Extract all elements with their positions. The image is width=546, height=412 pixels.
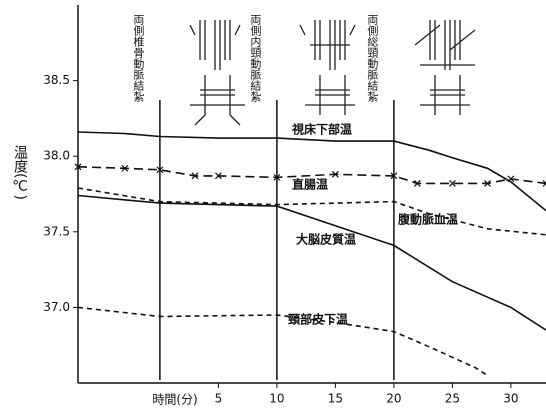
series-line: [78, 196, 546, 331]
y-tick-label: 37.0: [43, 300, 70, 314]
series-line: [78, 132, 546, 211]
x-tick-label: 30: [503, 392, 518, 406]
series-line: [78, 188, 546, 235]
x-tick-label: 10: [269, 392, 284, 406]
vessel-diagram: [415, 20, 475, 115]
series-label: 腹動脈血温: [398, 212, 458, 227]
y-axis-label: 温度(℃): [12, 145, 28, 200]
annotation: 両側総頸動脈結紮: [366, 14, 379, 102]
y-tick-label: 38.5: [43, 73, 70, 87]
page: {"chart_data": {"type": "line", "xlabel"…: [0, 0, 546, 412]
vessel-diagram: [300, 20, 355, 115]
x-tick-label: 15: [328, 392, 343, 406]
x-axis-label: 時間(分): [152, 393, 197, 407]
series-line: [78, 307, 488, 375]
x-tick-label: 5: [215, 392, 223, 406]
series-label: 直腸温: [292, 177, 328, 192]
series-label: 大脳皮質温: [296, 232, 356, 247]
y-tick-label: 38.0: [43, 149, 70, 163]
vessel-diagram: [190, 20, 245, 125]
annotation: 両側内頸動脈結紮: [249, 14, 262, 102]
x-tick-label: 20: [386, 392, 401, 406]
series-label: 頸部皮下温: [288, 312, 348, 327]
chart: 温度(℃) 時間(分) 37.0 37.5 38.0 38.5 5 10 15 20 25 30 両…: [0, 0, 546, 412]
x-tick-label: 25: [445, 392, 460, 406]
annotation: 両側椎骨動脈結紮: [132, 14, 145, 102]
series-label: 視床下部温: [291, 122, 352, 137]
y-tick-label: 37.5: [43, 224, 70, 238]
